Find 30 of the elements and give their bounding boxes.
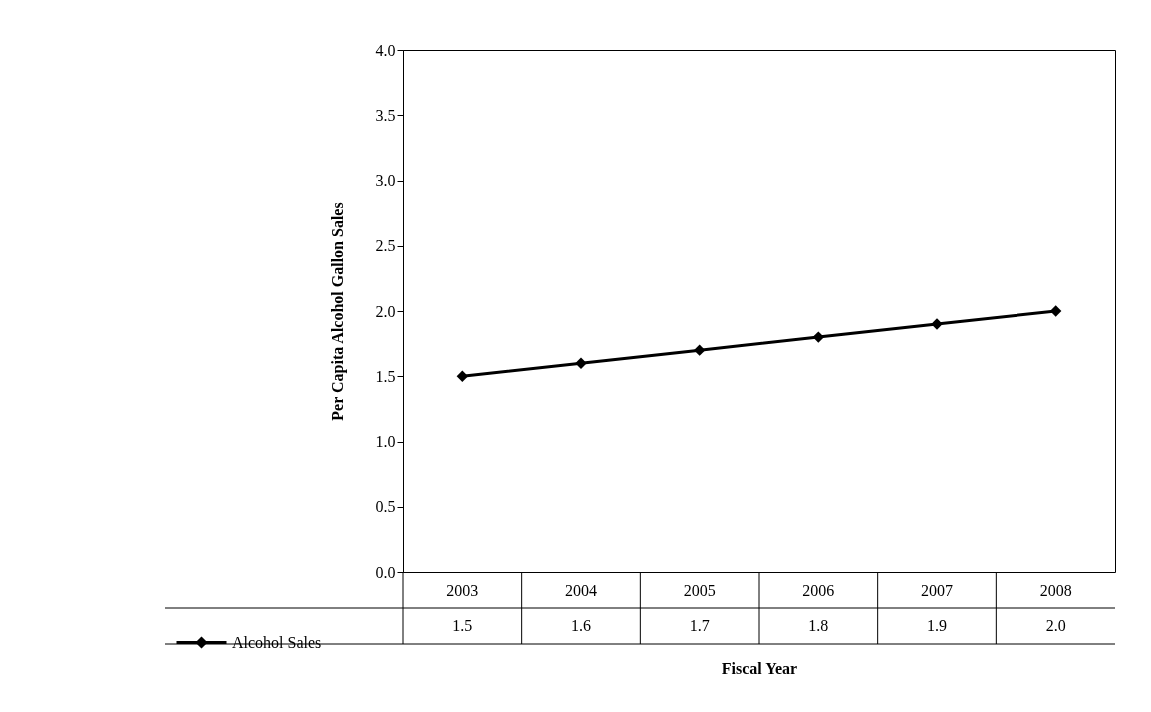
y-tick-label: 3.5 — [375, 106, 396, 124]
data-label: 1.9 — [927, 617, 947, 634]
x-tick-label: 2003 — [446, 581, 479, 599]
y-tick-label: 0.5 — [375, 498, 396, 516]
y-axis-title: Per Capita Alcohol Gallon Sales — [328, 202, 347, 421]
y-tick-label: 2.0 — [375, 302, 396, 320]
y-tick-label: 1.5 — [375, 367, 396, 385]
point — [812, 331, 825, 343]
data-label: 1.7 — [689, 617, 710, 634]
x-tick-label: 2006 — [802, 581, 835, 599]
y-tick-label: 0.0 — [375, 563, 396, 581]
point — [575, 357, 587, 369]
point — [1049, 305, 1062, 317]
legend-label: Alcohol Sales — [232, 633, 322, 651]
point — [456, 370, 469, 382]
point — [931, 318, 943, 330]
data-label: 1.5 — [452, 617, 473, 634]
x-tick-label: 2008 — [1039, 581, 1072, 599]
y-tick-label: 4.0 — [375, 41, 396, 59]
y-tick-label: 2.5 — [375, 237, 396, 255]
data-label: 1.6 — [571, 617, 591, 634]
x-tick-label: 2004 — [565, 581, 597, 599]
x-tick-label: 2007 — [921, 581, 953, 599]
data-label: 1.8 — [808, 617, 829, 634]
y-tick-label: 1.0 — [375, 433, 396, 450]
y-tick-label: 3.0 — [375, 172, 396, 189]
data-label: 2.0 — [1045, 617, 1066, 634]
x-axis-title: Fiscal Year — [721, 659, 798, 677]
point — [693, 344, 706, 356]
x-tick-label: 2005 — [683, 581, 716, 599]
